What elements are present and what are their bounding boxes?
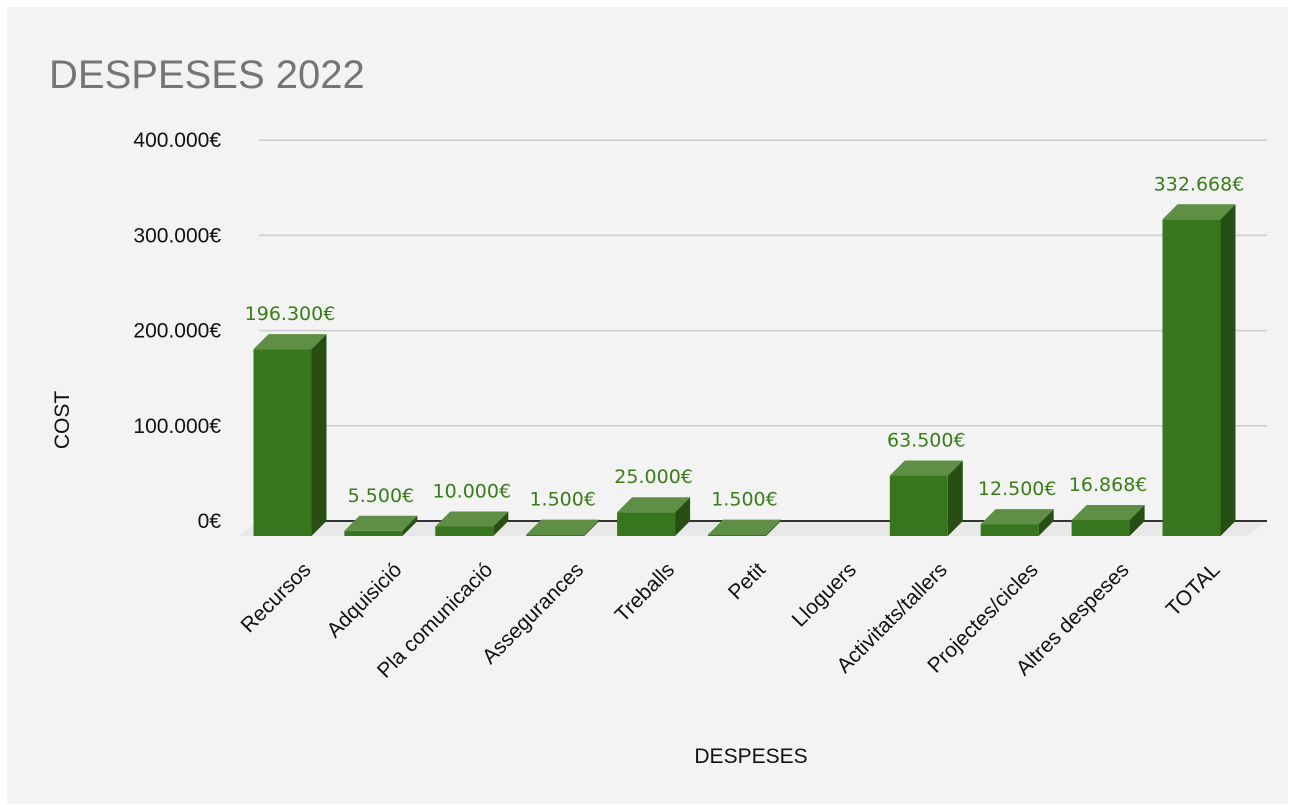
bar: [980, 509, 1054, 536]
bar-top: [1162, 204, 1236, 220]
y-tick-label: 300.000€: [133, 224, 221, 247]
bar-front: [980, 524, 1039, 536]
y-tick-label: 400.000€: [133, 129, 221, 152]
y-axis-label: COST: [51, 391, 74, 450]
chart-title: DESPESES 2022: [49, 53, 365, 97]
bar: [435, 511, 509, 536]
bar-front: [889, 475, 948, 536]
bar-front: [708, 534, 766, 536]
bar-top: [980, 509, 1054, 525]
x-tick-label: TOTAL: [1162, 558, 1225, 621]
data-label: 1.500€: [711, 489, 777, 511]
x-tick-label: Treballs: [611, 558, 680, 627]
bar: [889, 460, 963, 536]
x-axis-label: DESPESES: [694, 745, 807, 768]
bar-side: [766, 519, 781, 536]
bar-side: [493, 511, 509, 536]
data-label: 25.000€: [614, 466, 693, 488]
data-label: 16.868€: [1069, 474, 1148, 496]
bar: [344, 515, 418, 536]
x-tick-label: Petit: [724, 558, 770, 604]
x-tick-label: Lloguers: [788, 558, 861, 631]
bar-top: [435, 511, 509, 527]
bar: [253, 334, 327, 536]
chart-card: DESPESES 2022 0€ 100.000€ 200.000€ 300.000€…: [7, 7, 1288, 804]
bar: [617, 497, 691, 536]
bar: [708, 519, 781, 536]
bar-side: [675, 497, 691, 536]
bar: [1162, 204, 1236, 537]
bar-front: [526, 534, 585, 536]
data-label: 10.000€: [433, 480, 512, 502]
bar-side: [584, 519, 600, 536]
bar-side: [1129, 504, 1145, 536]
data-label: 63.500€: [887, 430, 966, 452]
data-label: 12.500€: [978, 478, 1057, 500]
bar-top: [253, 334, 327, 350]
bar-side: [402, 515, 418, 536]
x-tick-label: Recursos: [237, 558, 316, 637]
bar-side: [947, 460, 963, 536]
bar-front: [344, 530, 403, 536]
bar-top: [344, 515, 418, 531]
bar-top: [708, 519, 781, 535]
data-label: 5.500€: [348, 485, 414, 507]
data-label: 196.300€: [245, 303, 336, 325]
bar-chart: DESPESES 2022 0€ 100.000€ 200.000€ 300.000€…: [49, 53, 1267, 768]
bar-side: [1038, 509, 1054, 536]
bar-front: [435, 526, 494, 536]
bar-side: [1220, 204, 1236, 537]
y-tick-label: 0€: [198, 510, 222, 533]
bar-front: [253, 349, 312, 536]
bar-front: [617, 512, 676, 536]
data-label: 1.500€: [529, 489, 595, 511]
bar-top: [1071, 504, 1145, 520]
bar-front: [1071, 519, 1130, 536]
bar-side: [311, 334, 327, 536]
bar-top: [526, 519, 600, 535]
data-label: 332.668€: [1154, 173, 1245, 195]
bar-top: [889, 460, 963, 476]
y-tick-label: 200.000€: [133, 320, 221, 343]
bar-front: [1162, 219, 1221, 537]
y-tick-label: 100.000€: [133, 415, 221, 438]
bar-top: [617, 497, 691, 513]
x-tick-label: Adquisició: [322, 558, 406, 642]
bar: [526, 519, 600, 536]
bar: [1071, 504, 1145, 536]
